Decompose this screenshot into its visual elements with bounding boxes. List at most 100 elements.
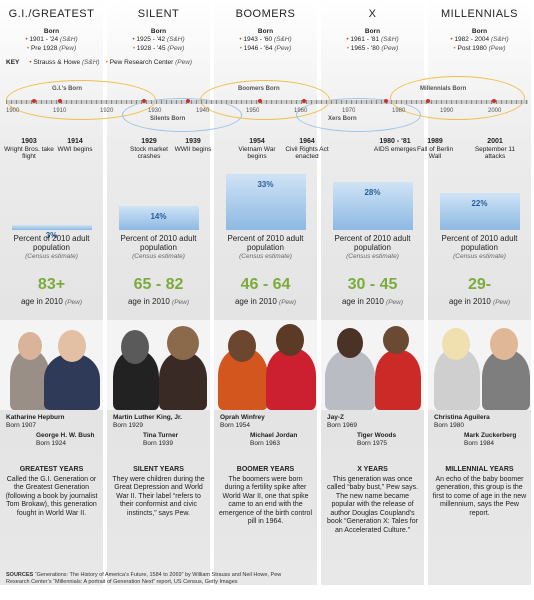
timeline-event-dot bbox=[426, 99, 430, 103]
generation-column-boomers: BOOMERS Born • 1943 - '60 (S&H) • 1946 -… bbox=[214, 0, 317, 585]
story-title: X YEARS bbox=[357, 466, 388, 473]
legend-key: KEY • Strauss & Howe (S&H) • Pew Researc… bbox=[6, 59, 192, 66]
x-band-label: Xers Born bbox=[328, 116, 357, 122]
born-strauss: • 1961 - '81 (S&H) bbox=[346, 36, 399, 43]
timeline-year: 1980 bbox=[392, 108, 406, 114]
timeline-year: 1930 bbox=[148, 108, 162, 114]
timeline-year: 1910 bbox=[53, 108, 67, 114]
timeline: G.I.'s Born Silents Born Boomers Born Xe… bbox=[6, 72, 528, 132]
generation-title: BOOMERS bbox=[235, 8, 296, 20]
story-text: MILLENNIAL YEARS An echo of the baby boo… bbox=[432, 466, 527, 517]
timeline-event: 1980 - '81 AIDS emerges bbox=[373, 138, 417, 153]
person-caption: Christina Aguilera Born 1980 bbox=[434, 414, 490, 429]
generation-title: X bbox=[368, 8, 377, 20]
story-title: BOOMER YEARS bbox=[236, 466, 295, 473]
photo-silent bbox=[107, 320, 210, 410]
story-title: SILENT YEARS bbox=[133, 466, 184, 473]
percent-caption: Percent of 2010 adult population (Census… bbox=[441, 234, 518, 260]
generation-title: SILENT bbox=[137, 8, 180, 20]
born-pew: • Pre 1928 (Pew) bbox=[26, 45, 77, 52]
story-text: SILENT YEARS They were children during t… bbox=[112, 466, 205, 517]
timeline-year: 1970 bbox=[342, 108, 356, 114]
age-caption: age in 2010 (Pew) bbox=[448, 297, 511, 306]
percent-bar bbox=[119, 206, 199, 230]
born-heading: Born bbox=[150, 28, 167, 35]
timeline-event: 2001 September 11 attacks bbox=[474, 138, 516, 160]
timeline-event-dot bbox=[58, 99, 62, 103]
timeline-year: 1960 bbox=[294, 108, 308, 114]
boomers-band-label: Boomers Born bbox=[238, 86, 280, 92]
story-title: GREATEST YEARS bbox=[19, 466, 84, 473]
born-strauss: • 1901 - '24 (S&H) bbox=[25, 36, 78, 43]
percent-bar-area: 28% bbox=[321, 170, 424, 230]
timeline-event-dot bbox=[302, 99, 306, 103]
age-caption: age in 2010 (Pew) bbox=[234, 297, 297, 306]
person-caption: Mark Zuckerberg Born 1984 bbox=[464, 432, 517, 447]
timeline-year: 1940 bbox=[196, 108, 210, 114]
story-text: GREATEST YEARS Called the G.I. Generatio… bbox=[5, 466, 98, 517]
timeline-year: 1990 bbox=[440, 108, 454, 114]
person-caption: Tiger Woods Born 1975 bbox=[357, 432, 397, 447]
percent-caption: Percent of 2010 adult population (Census… bbox=[227, 234, 304, 260]
person-caption: Martin Luther King, Jr. Born 1929 bbox=[113, 414, 182, 429]
timeline-event: 1964 Civil Rights Act enacted bbox=[285, 138, 329, 160]
percent-value: 3% bbox=[45, 231, 58, 240]
percent-bar-area: 22% bbox=[428, 170, 531, 230]
percent-value: 14% bbox=[150, 212, 167, 221]
photo-x bbox=[321, 320, 424, 410]
millennials-band-label: Millennials Born bbox=[420, 86, 467, 92]
generation-column-gi: G.I./GREATEST Born • 1901 - '24 (S&H) • … bbox=[0, 0, 103, 585]
silent-band-label: Silents Born bbox=[150, 116, 186, 122]
timeline-event: 1954 Vietnam War begins bbox=[238, 138, 276, 160]
born-heading: Born bbox=[471, 28, 488, 35]
age-caption: age in 2010 (Pew) bbox=[341, 297, 404, 306]
timeline-year: 1900 bbox=[6, 108, 20, 114]
timeline-bar bbox=[6, 100, 528, 104]
percent-value: 28% bbox=[364, 188, 381, 197]
percent-bar bbox=[12, 225, 92, 230]
generation-title: MILLENNIALS bbox=[440, 8, 519, 20]
photo-boomers bbox=[214, 320, 317, 410]
timeline-event: 1914 WWI begins bbox=[57, 138, 93, 153]
timeline-event-dot bbox=[32, 99, 36, 103]
person-caption: Oprah Winfrey Born 1954 bbox=[220, 414, 265, 429]
born-pew: • 1946 - '64 (Pew) bbox=[239, 45, 292, 52]
millennials-band bbox=[390, 76, 525, 120]
percent-bar bbox=[333, 182, 413, 230]
generation-column-silent: SILENT Born • 1925 - '42 (S&H) • 1928 - … bbox=[107, 0, 210, 585]
key-pew: • Pew Research Center (Pew) bbox=[105, 59, 193, 66]
born-pew: • Post 1980 (Pew) bbox=[453, 45, 506, 52]
key-label: KEY bbox=[6, 59, 20, 66]
timeline-year: 1950 bbox=[246, 108, 260, 114]
timeline-year: 2000 bbox=[488, 108, 502, 114]
person-caption: Michael Jordan Born 1963 bbox=[250, 432, 298, 447]
generation-column-millennials: MILLENNIALS Born • 1982 - 2004 (S&H) • P… bbox=[428, 0, 531, 585]
born-pew: • 1928 - '45 (Pew) bbox=[132, 45, 185, 52]
timeline-event-dot bbox=[142, 99, 146, 103]
generation-column-x: X Born • 1961 - '81 (S&H) • 1965 - '80 (… bbox=[321, 0, 424, 585]
percent-value: 33% bbox=[257, 180, 274, 189]
timeline-year: 1920 bbox=[100, 108, 114, 114]
born-heading: Born bbox=[257, 28, 274, 35]
timeline-event: 1903 Wright Bros. take flight bbox=[4, 138, 54, 160]
born-pew: • 1965 - '80 (Pew) bbox=[346, 45, 399, 52]
age-range: 83+ bbox=[37, 276, 66, 293]
story-text: BOOMER YEARS The boomers were born durin… bbox=[219, 466, 312, 525]
person-caption: Katharine Hepburn Born 1907 bbox=[6, 414, 65, 429]
timeline-event-dot bbox=[258, 99, 262, 103]
percent-caption: Percent of 2010 adult population (Census… bbox=[334, 234, 411, 260]
age-range: 65 - 82 bbox=[133, 276, 184, 293]
percent-caption: Percent of 2010 adult population (Census… bbox=[13, 234, 90, 260]
born-strauss: • 1925 - '42 (S&H) bbox=[132, 36, 185, 43]
gi-band-label: G.I.'s Born bbox=[52, 86, 83, 92]
sources: SOURCES “Generations: The History of Ame… bbox=[6, 572, 282, 585]
percent-caption: Percent of 2010 adult population (Census… bbox=[120, 234, 197, 260]
percent-bar-area: 14% bbox=[107, 170, 210, 230]
born-strauss: • 1943 - '60 (S&H) bbox=[239, 36, 292, 43]
percent-value: 22% bbox=[471, 199, 488, 208]
key-strauss: • Strauss & Howe (S&H) bbox=[29, 59, 100, 66]
born-heading: Born bbox=[364, 28, 381, 35]
percent-bar-area: 33% bbox=[214, 170, 317, 230]
percent-bar bbox=[440, 193, 520, 230]
age-range: 46 - 64 bbox=[240, 276, 291, 293]
